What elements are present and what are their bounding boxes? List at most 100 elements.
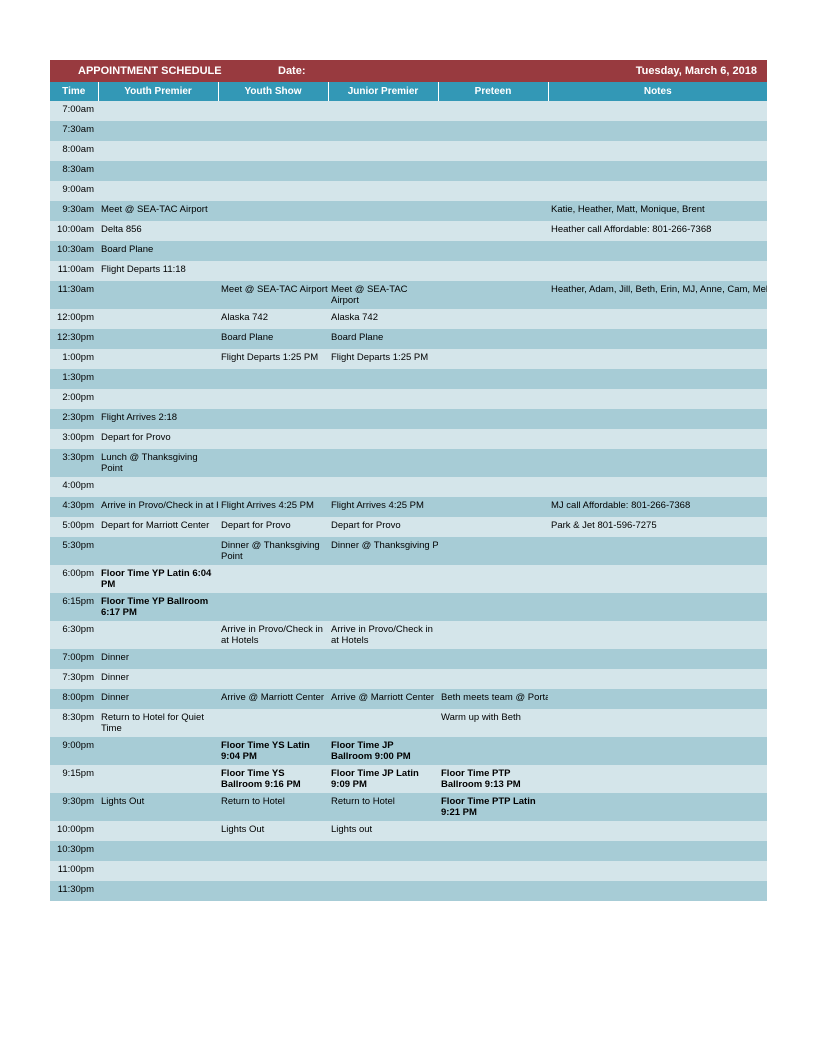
cell-yp: Delta 856 [98,221,218,241]
cell-pt [438,161,548,181]
table-row: 11:00pm [50,861,767,881]
header-row: Time Youth Premier Youth Show Junior Pre… [50,82,767,101]
cell-ys: Arrive in Provo/Check in at Hotels [218,621,328,649]
cell-time: 8:00am [50,141,98,161]
cell-jp [328,389,438,409]
cell-pt [438,565,548,593]
cell-notes [548,409,767,429]
cell-jp: Depart for Provo [328,517,438,537]
cell-jp [328,861,438,881]
table-row: 7:00am [50,101,767,121]
table-row: 2:30pmFlight Arrives 2:18 [50,409,767,429]
cell-notes [548,709,767,737]
cell-yp [98,281,218,309]
cell-pt [438,497,548,517]
cell-pt: Floor Time PTP Ballroom 9:13 PM [438,765,548,793]
cell-ys: Meet @ SEA-TAC Airport [218,281,328,309]
cell-notes [548,449,767,477]
schedule-table: Time Youth Premier Youth Show Junior Pre… [50,82,767,901]
cell-ys [218,709,328,737]
cell-time: 8:30pm [50,709,98,737]
cell-pt [438,621,548,649]
cell-notes [548,881,767,901]
cell-time: 3:00pm [50,429,98,449]
cell-ys: Flight Arrives 4:25 PM [218,497,328,517]
cell-ys: Alaska 742 [218,309,328,329]
cell-notes [548,565,767,593]
cell-yp [98,737,218,765]
cell-yp [98,477,218,497]
cell-time: 10:30pm [50,841,98,861]
cell-notes [548,649,767,669]
cell-notes: Heather, Adam, Jill, Beth, Erin, MJ, Ann… [548,281,767,309]
cell-yp: Dinner [98,669,218,689]
cell-jp [328,841,438,861]
table-row: 6:30pmArrive in Provo/Check in at Hotels… [50,621,767,649]
cell-ys [218,861,328,881]
cell-time: 7:30pm [50,669,98,689]
cell-ys [218,429,328,449]
table-row: 3:00pmDepart for Provo [50,429,767,449]
cell-time: 7:30am [50,121,98,141]
table-row: 10:00amDelta 856Heather call Affordable:… [50,221,767,241]
cell-yp: Depart for Provo [98,429,218,449]
cell-pt [438,477,548,497]
cell-pt [438,369,548,389]
cell-ys [218,101,328,121]
col-jp: Junior Premier [328,82,438,101]
cell-ys: Depart for Provo [218,517,328,537]
col-ys: Youth Show [218,82,328,101]
cell-jp: Flight Departs 1:25 PM [328,349,438,369]
cell-notes [548,821,767,841]
cell-yp [98,329,218,349]
cell-time: 12:00pm [50,309,98,329]
cell-yp: Lights Out [98,793,218,821]
cell-notes: Heather call Affordable: 801-266-7368 [548,221,767,241]
cell-jp [328,709,438,737]
cell-jp: Arrive in Provo/Check in at Hotels [328,621,438,649]
cell-ys [218,121,328,141]
cell-pt: Warm up with Beth [438,709,548,737]
cell-ys: Floor Time YS Latin 9:04 PM [218,737,328,765]
table-row: 7:30pmDinner [50,669,767,689]
cell-jp [328,141,438,161]
cell-yp: Flight Departs 11:18 [98,261,218,281]
cell-pt: Floor Time PTP Latin 9:21 PM [438,793,548,821]
cell-yp [98,101,218,121]
cell-notes: Park & Jet 801-596-7275 [548,517,767,537]
cell-jp [328,161,438,181]
col-notes: Notes [548,82,767,101]
cell-yp: Return to Hotel for Quiet Time [98,709,218,737]
table-row: 12:00pm Alaska 742Alaska 742 [50,309,767,329]
table-row: 9:30pmLights OutReturn to HotelReturn to… [50,793,767,821]
cell-jp [328,477,438,497]
table-row: 7:00pmDinner [50,649,767,669]
cell-time: 4:30pm [50,497,98,517]
table-row: 11:30amMeet @ SEA-TAC AirportMeet @ SEA-… [50,281,767,309]
cell-time: 12:30pm [50,329,98,349]
cell-pt [438,669,548,689]
table-row: 6:15pmFloor Time YP Ballroom 6:17 PM [50,593,767,621]
cell-jp: Arrive @ Marriott Center [328,689,438,709]
cell-notes [548,329,767,349]
cell-ys [218,261,328,281]
cell-ys [218,201,328,221]
cell-jp: Floor Time JP Latin 9:09 PM [328,765,438,793]
date-label: Date: [278,65,448,77]
cell-notes [548,537,767,565]
cell-time: 6:00pm [50,565,98,593]
cell-yp [98,121,218,141]
cell-yp: Arrive in Provo/Check in at Hotels [98,497,218,517]
cell-yp: Board Plane [98,241,218,261]
cell-pt [438,101,548,121]
cell-pt [438,389,548,409]
cell-notes [548,241,767,261]
cell-yp: Floor Time YP Ballroom 6:17 PM [98,593,218,621]
table-row: 10:30amBoard Plane [50,241,767,261]
cell-jp: Alaska 742 [328,309,438,329]
cell-ys [218,241,328,261]
cell-yp [98,821,218,841]
cell-time: 9:00pm [50,737,98,765]
cell-jp [328,101,438,121]
cell-yp [98,349,218,369]
